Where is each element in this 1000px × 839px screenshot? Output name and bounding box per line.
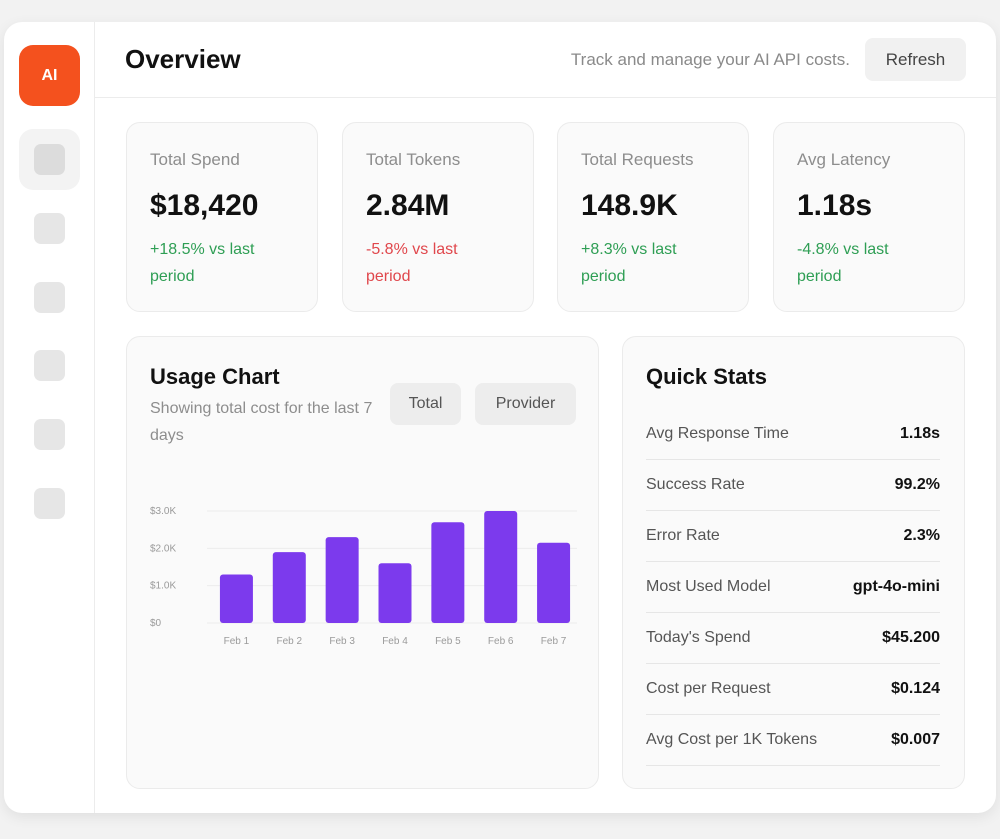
nav-icon [34, 213, 65, 244]
stat-value: 1.18s [797, 189, 873, 222]
page-subtitle: Track and manage your AI API costs. [570, 50, 850, 69]
nav-icon [34, 488, 65, 519]
quick-stats-card: Quick Stats Avg Response Time 1.18s Succ… [622, 336, 965, 789]
nav-icon [34, 282, 65, 313]
quick-stat-value: $0.007 [891, 731, 940, 748]
sidebar: AI [4, 22, 95, 813]
quick-stat-label: Today's Spend [646, 629, 751, 646]
quick-stat-value: 2.3% [903, 527, 940, 544]
quick-stat-row: Success Rate 99.2% [646, 460, 940, 511]
chart-subtitle: Showing total cost for the last 7 days [150, 400, 373, 444]
x-tick-label: Feb 4 [382, 636, 408, 647]
nav-icon [34, 419, 65, 450]
stat-label: Avg Latency [797, 150, 891, 169]
stat-value: 148.9K [581, 189, 678, 222]
chart-bar[interactable] [484, 511, 518, 623]
chart-bar[interactable] [431, 522, 465, 623]
stat-change: +18.5% vs last period [150, 241, 255, 285]
x-tick-label: Feb 2 [276, 636, 302, 647]
stat-value: $18,420 [150, 189, 259, 222]
x-tick-label: Feb 5 [435, 636, 461, 647]
sidebar-item-2[interactable] [19, 198, 80, 259]
x-tick-label: Feb 6 [488, 636, 514, 647]
stat-change: -5.8% vs last period [366, 241, 458, 285]
sidebar-item-6[interactable] [19, 473, 80, 534]
quick-stat-row: Today's Spend $45.200 [646, 613, 940, 664]
quick-stat-label: Success Rate [646, 476, 745, 493]
y-tick-label: $3.0K [150, 506, 176, 517]
stat-label: Total Spend [150, 150, 240, 169]
stat-change: -4.8% vs last period [797, 241, 889, 285]
sidebar-item-1[interactable] [19, 129, 80, 190]
quick-stat-value: 1.18s [899, 425, 940, 442]
stat-card-total-spend: Total Spend $18,420 +18.5% vs last perio… [126, 122, 318, 312]
stat-change: +8.3% vs last period [581, 241, 677, 285]
stat-label: Total Tokens [366, 150, 461, 169]
toggle-provider-button[interactable]: Provider [475, 383, 576, 425]
app-logo[interactable]: AI [19, 45, 80, 106]
quick-stat-row: Cost per Request $0.124 [646, 664, 940, 715]
chart-bar[interactable] [378, 563, 412, 623]
x-tick-label: Feb 3 [329, 636, 355, 647]
quick-stat-value: $0.124 [891, 680, 940, 697]
chart-title: Usage Chart [150, 364, 280, 389]
stat-value: 2.84M [366, 189, 450, 222]
quick-stat-value: gpt-4o-mini [852, 578, 940, 595]
usage-chart-card: Usage Chart Showing total cost for the l… [126, 336, 599, 789]
app-window: AI Overview Track and manage your AI API… [4, 22, 996, 813]
refresh-button[interactable]: Refresh [865, 38, 966, 81]
quick-stat-label: Avg Cost per 1K Tokens [646, 731, 818, 748]
chart-bar[interactable] [272, 552, 306, 623]
page-header: Overview Track and manage your AI API co… [95, 22, 996, 98]
usage-bar-chart: $0 $1.0K $2.0K $3.0K Feb 1 Feb 2 Feb 3 Feb 4 Feb… [150, 506, 577, 647]
chart-bar[interactable] [537, 542, 571, 623]
stat-card-total-requests: Total Requests 148.9K +8.3% vs last peri… [557, 122, 749, 312]
x-tick-label: Feb 7 [541, 636, 567, 647]
stat-card-avg-latency: Avg Latency 1.18s -4.8% vs last period [773, 122, 965, 312]
chart-bar[interactable] [219, 574, 253, 623]
nav-icon [34, 144, 65, 175]
x-tick-label: Feb 1 [224, 636, 250, 647]
page-title: Overview [125, 44, 241, 74]
nav-icon [34, 350, 65, 381]
quick-stat-row: Most Used Model gpt-4o-mini [646, 562, 940, 613]
quick-stat-label: Error Rate [646, 527, 720, 544]
y-tick-label: $0 [150, 618, 162, 629]
quick-stat-value: $45.200 [882, 629, 940, 646]
stat-card-total-tokens: Total Tokens 2.84M -5.8% vs last period [342, 122, 534, 312]
y-tick-label: $2.0K [150, 543, 176, 554]
sidebar-item-4[interactable] [19, 335, 80, 396]
quick-stats-title: Quick Stats [646, 364, 768, 389]
quick-stat-value: 99.2% [894, 476, 940, 493]
sidebar-item-3[interactable] [19, 267, 80, 328]
quick-stat-row: Avg Response Time 1.18s [646, 409, 940, 460]
stat-label: Total Requests [581, 150, 694, 169]
toggle-total-button[interactable]: Total [390, 383, 461, 425]
quick-stat-label: Cost per Request [646, 680, 771, 697]
y-tick-label: $1.0K [150, 581, 176, 592]
quick-stat-label: Most Used Model [646, 578, 771, 595]
sidebar-item-5[interactable] [19, 404, 80, 465]
chart-bar[interactable] [325, 537, 359, 623]
quick-stat-label: Avg Response Time [646, 425, 789, 442]
quick-stat-row: Avg Cost per 1K Tokens $0.007 [646, 715, 940, 766]
quick-stat-row: Error Rate 2.3% [646, 511, 940, 562]
